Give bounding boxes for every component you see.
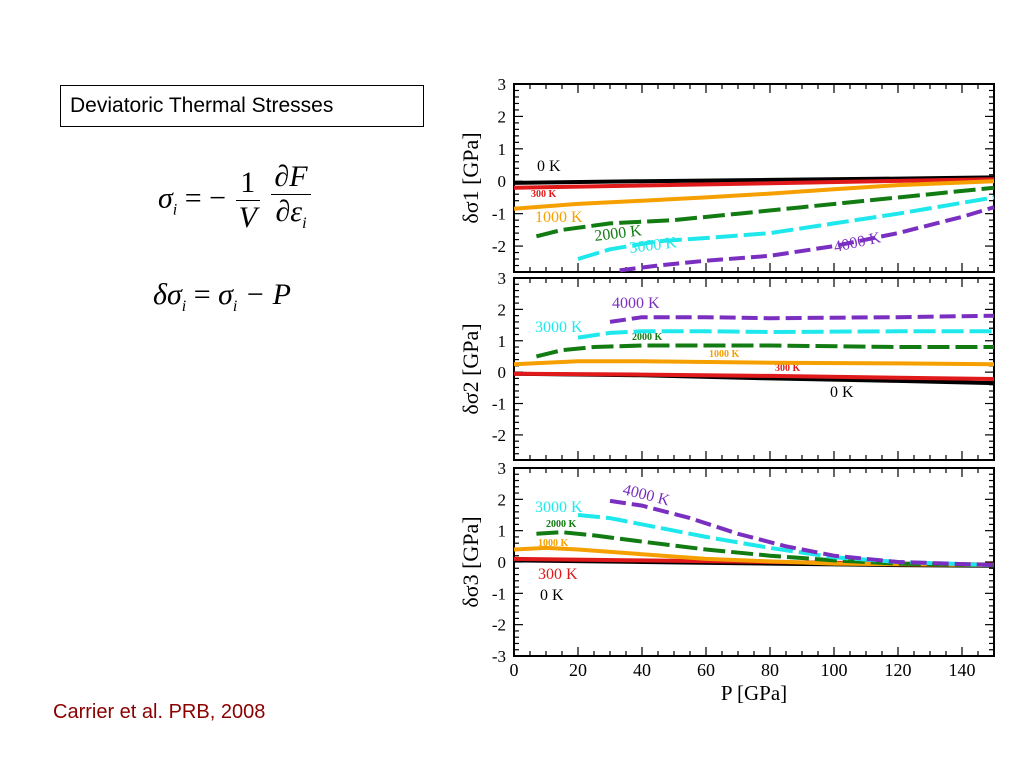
series-label: 4000 K: [612, 295, 660, 312]
y-tick-label: -2: [492, 237, 506, 256]
series-line: [513, 175, 995, 185]
series-line: [535, 185, 995, 239]
plot-frame: [513, 277, 995, 461]
eq2-tail: − P: [244, 278, 291, 311]
y-axis-label: δσ3 [GPa]: [458, 516, 483, 607]
eq2-rhs-sub: i: [232, 298, 238, 315]
x-tick-label: 120: [885, 660, 912, 680]
series-line: [619, 205, 995, 273]
series-line: [609, 498, 995, 568]
y-tick-label: -2: [492, 616, 506, 635]
series-line: [535, 343, 994, 359]
series-label: 1000 K: [709, 349, 740, 360]
series-label: 3000 K: [535, 319, 583, 336]
x-axis-label: P [GPa]: [721, 681, 787, 705]
eq2-equals: =: [193, 278, 211, 311]
eq1-num1: 1: [235, 166, 260, 201]
y-axis-label: δσ2 [GPa]: [458, 323, 483, 414]
x-tick-label: 80: [761, 660, 779, 680]
y-tick-label: -2: [492, 426, 506, 445]
series-label: 300 K: [538, 566, 578, 583]
series-label: 1000 K: [535, 209, 583, 226]
series-label: 3000 K: [628, 234, 678, 257]
citation: Carrier et al. PRB, 2008: [53, 701, 266, 723]
series-line: [513, 177, 995, 190]
y-tick-label: 3: [498, 459, 507, 478]
eq2-lhs: δσ: [153, 278, 182, 311]
series-label: 1000 K: [538, 538, 569, 549]
deviatoric-equation: δσi = σi − P: [153, 278, 291, 316]
series-label: 2000 K: [593, 222, 643, 245]
series-label: 0 K: [540, 587, 564, 604]
y-tick-label: 0: [498, 553, 507, 572]
x-tick-label: 0: [510, 660, 519, 680]
slide-title: Deviatoric Thermal Stresses: [60, 85, 424, 127]
y-tick-label: 3: [498, 269, 507, 288]
y-tick-label: -3: [492, 647, 506, 666]
stress-equation: σi = − 1 V ∂F ∂εi: [158, 160, 313, 241]
series-label: 2000 K: [546, 519, 577, 530]
y-tick-label: -1: [492, 395, 506, 414]
series-line: [513, 545, 995, 568]
series-label: 0 K: [830, 384, 854, 401]
series-line: [609, 313, 995, 324]
series-label: 300 K: [775, 363, 801, 374]
eq1-den2-sub: i: [302, 215, 307, 232]
eq1-num2: ∂F: [271, 160, 311, 195]
series-line: [513, 371, 995, 381]
series-line: [536, 530, 995, 568]
x-tick-label: 60: [697, 660, 715, 680]
series-line: [577, 329, 994, 340]
x-tick-label: 100: [821, 660, 848, 680]
series-line: [513, 179, 995, 211]
y-tick-label: 1: [498, 332, 507, 351]
series-label: 2000 K: [632, 332, 663, 343]
eq1-fraction-1: 1 V: [235, 166, 260, 235]
x-tick-label: 140: [949, 660, 976, 680]
eq1-lhs: σ: [158, 181, 173, 215]
eq1-fraction-2: ∂F ∂εi: [271, 160, 311, 241]
y-tick-label: 0: [498, 363, 507, 382]
series-line: [513, 359, 995, 367]
x-tick-label: 20: [569, 660, 587, 680]
series-label: 300 K: [531, 189, 557, 200]
y-tick-label: 1: [498, 522, 507, 541]
y-tick-label: 2: [498, 300, 507, 319]
eq2-rhs: σ: [218, 278, 233, 311]
y-tick-label: -1: [492, 584, 506, 603]
series-line: [577, 195, 995, 261]
series-label: 0 K: [537, 158, 561, 175]
x-tick-label: 40: [633, 660, 651, 680]
eq2-sub: i: [181, 298, 187, 315]
y-axis-label: δσ1 [GPa]: [458, 132, 483, 223]
eq1-den1: V: [238, 201, 257, 234]
y-tick-label: 2: [498, 107, 507, 126]
eq1-equals: = −: [184, 181, 227, 215]
series-label: 3000 K: [535, 499, 583, 516]
y-tick-label: 3: [498, 75, 507, 94]
y-tick-label: 2: [498, 490, 507, 509]
eq1-den2-base: ∂ε: [275, 195, 303, 228]
series-line: [577, 513, 995, 568]
y-tick-label: 0: [498, 172, 507, 191]
series-label: 4000 K: [832, 229, 882, 256]
y-tick-label: 1: [498, 140, 507, 159]
eq1-den2: ∂εi: [271, 195, 310, 241]
eq1-sub: i: [172, 201, 178, 219]
y-tick-label: -1: [492, 205, 506, 224]
